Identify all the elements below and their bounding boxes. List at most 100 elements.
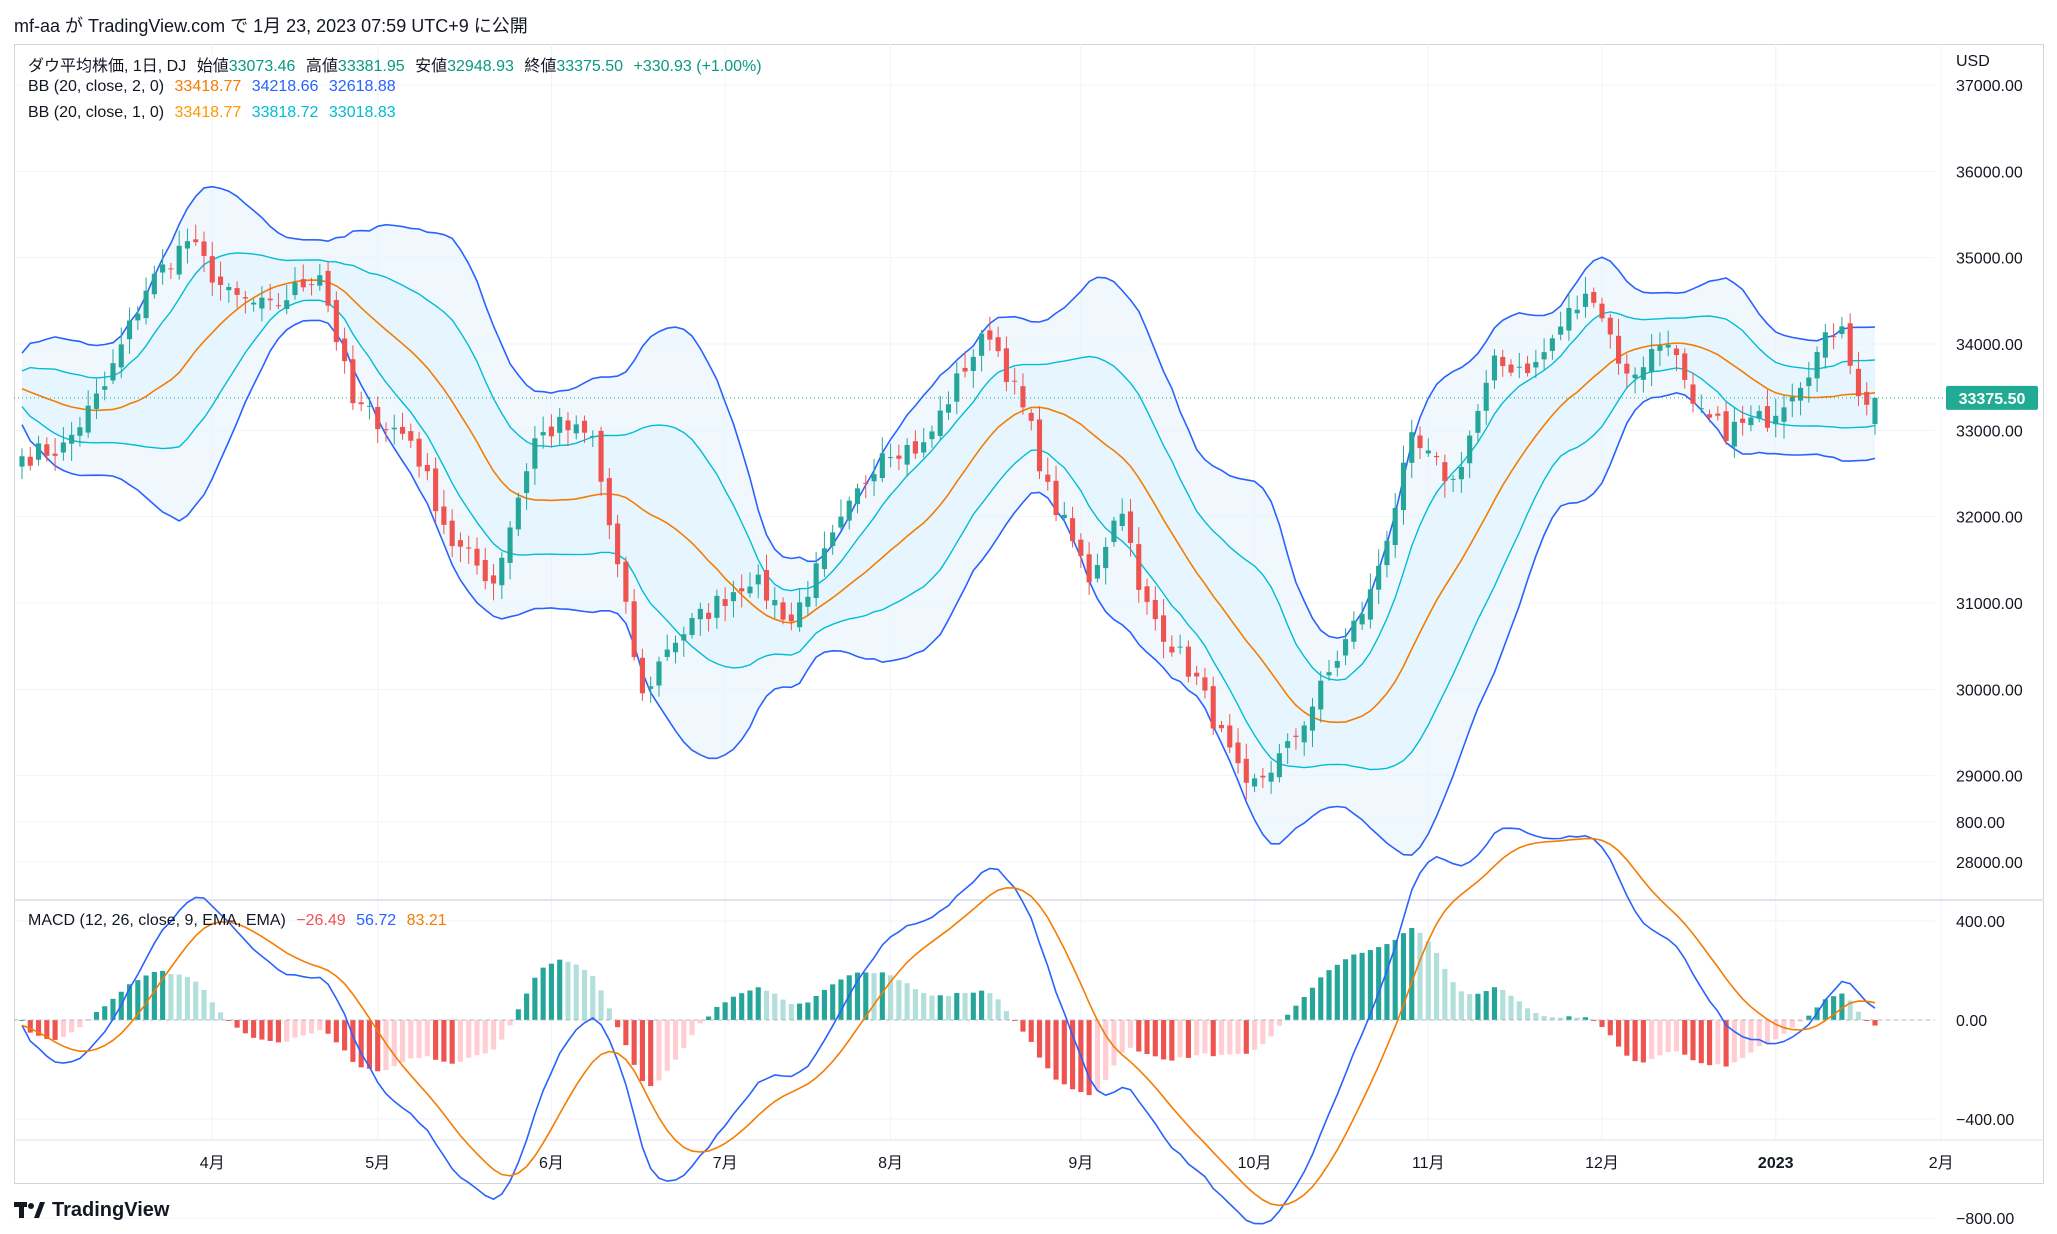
candle-body bbox=[863, 482, 869, 484]
candle-body bbox=[813, 563, 819, 598]
macd-hist-bar bbox=[1500, 989, 1506, 1020]
macd-hist-bar bbox=[1351, 954, 1357, 1020]
macd-hist-bar bbox=[317, 1020, 323, 1031]
macd-hist-bar bbox=[292, 1020, 298, 1038]
price-tick-label: 28000.00 bbox=[1956, 855, 2023, 872]
candle-body bbox=[970, 356, 976, 371]
macd-hist-bar bbox=[1309, 987, 1316, 1020]
macd-hist-bar bbox=[830, 984, 836, 1020]
macd-hist-bar bbox=[540, 967, 546, 1020]
candle-body bbox=[1045, 474, 1051, 482]
macd-hist-bar bbox=[970, 992, 976, 1020]
candle-body bbox=[830, 532, 836, 546]
macd-hist-bar bbox=[184, 977, 191, 1020]
candle-body bbox=[896, 455, 902, 459]
macd-legend[interactable]: MACD (12, 26, close, 9, EMA, EMA) −26.49… bbox=[28, 912, 453, 930]
macd-hist-bar bbox=[1127, 1020, 1134, 1048]
candle-body bbox=[1715, 413, 1721, 416]
candle-body bbox=[672, 642, 679, 653]
candle-body bbox=[937, 410, 943, 436]
candle-body bbox=[987, 330, 993, 340]
signal-line bbox=[21, 837, 1876, 1207]
bb2-basis: 33418.77 bbox=[174, 78, 242, 95]
footer-logo[interactable]: TradingView bbox=[14, 1195, 169, 1225]
macd-hist-bar bbox=[408, 1020, 414, 1059]
macd-hist-bar bbox=[168, 974, 174, 1020]
candle-body bbox=[457, 540, 463, 547]
candle-body bbox=[1847, 323, 1853, 366]
macd-hist-bar bbox=[681, 1020, 687, 1049]
chart-frame[interactable] bbox=[14, 44, 2044, 1184]
macd-hist-bar bbox=[490, 1020, 497, 1050]
price-tick-label: 35000.00 bbox=[1956, 251, 2023, 268]
low-label: 安値 bbox=[415, 58, 448, 75]
candle-body bbox=[995, 337, 1001, 352]
macd-hist-bar bbox=[1003, 1011, 1009, 1020]
bb1-upper-line bbox=[21, 252, 1876, 681]
bb1-fill bbox=[22, 252, 1875, 770]
macd-hist-bar bbox=[1524, 1008, 1531, 1020]
candle-body bbox=[1136, 544, 1142, 590]
macd-hist-bar bbox=[888, 975, 894, 1020]
candle-body bbox=[1549, 338, 1555, 351]
candle-body bbox=[1839, 326, 1845, 335]
bb1-legend[interactable]: BB (20, close, 1, 0) 33418.77 33818.72 3… bbox=[28, 104, 402, 122]
macd-hist-bar bbox=[358, 1020, 364, 1068]
macd-hist-bar bbox=[532, 977, 538, 1020]
macd-hist-bar bbox=[697, 1020, 703, 1024]
macd-hist-bar bbox=[135, 980, 141, 1020]
candle-body bbox=[755, 574, 761, 585]
candle-body bbox=[1541, 352, 1547, 360]
macd-hist-bar bbox=[93, 1012, 100, 1020]
candle-body bbox=[1706, 414, 1713, 418]
candle-body bbox=[27, 456, 33, 466]
macd-hist-bar bbox=[1425, 941, 1431, 1020]
macd-tick-label: 0.00 bbox=[1956, 1013, 1987, 1030]
candle-body bbox=[1491, 355, 1498, 381]
macd-hist-bar bbox=[1119, 1020, 1125, 1053]
symbol-name[interactable]: ダウ平均株価, 1日, DJ bbox=[28, 58, 187, 75]
candle-body bbox=[1855, 368, 1862, 397]
macd-hist-bar bbox=[1392, 939, 1398, 1020]
macd-line bbox=[21, 827, 1876, 1225]
candle-body bbox=[234, 288, 240, 295]
macd-hist-bar bbox=[1045, 1020, 1051, 1069]
macd-hist-bar bbox=[151, 971, 157, 1020]
bb2-legend[interactable]: BB (20, close, 2, 0) 33418.77 34218.66 3… bbox=[28, 78, 402, 96]
macd-hist-bar bbox=[1764, 1020, 1771, 1045]
macd-hist-bar bbox=[1111, 1020, 1117, 1066]
macd-hist-bar bbox=[1359, 952, 1365, 1020]
bb-basis-line bbox=[21, 279, 1876, 724]
macd-hist-bar bbox=[1773, 1020, 1779, 1040]
macd-hist-bar bbox=[1640, 1020, 1646, 1063]
candle-body bbox=[565, 420, 571, 431]
candle-body bbox=[52, 453, 58, 456]
candle-body bbox=[308, 284, 315, 286]
macd-hist-bar bbox=[821, 989, 827, 1020]
candle-body bbox=[1260, 775, 1266, 778]
macd-hist-bar bbox=[1285, 1014, 1291, 1020]
candle-body bbox=[366, 405, 373, 407]
candle-body bbox=[954, 373, 960, 402]
macd-hist-bar bbox=[1847, 1000, 1853, 1020]
candle-body bbox=[788, 614, 794, 622]
price-tick-label: 32000.00 bbox=[1956, 510, 2023, 527]
candle-body bbox=[1417, 435, 1423, 449]
macd-hist-bar bbox=[797, 1003, 803, 1020]
macd-hist-bar bbox=[333, 1020, 339, 1043]
time-tick-label: 10月 bbox=[1238, 1155, 1272, 1172]
candle-body bbox=[143, 290, 149, 319]
price-tick-label: 31000.00 bbox=[1956, 596, 2023, 613]
candle-body bbox=[1698, 408, 1704, 410]
candle-body bbox=[176, 245, 182, 275]
macd-hist-bar bbox=[1036, 1020, 1043, 1058]
candle-body bbox=[1318, 680, 1324, 710]
macd-hist-bar bbox=[1872, 1020, 1878, 1026]
macd-hist-bar bbox=[879, 972, 885, 1020]
candle-body bbox=[1326, 672, 1332, 676]
macd-hist-bar bbox=[581, 969, 588, 1020]
macd-hist-bar bbox=[1177, 1020, 1183, 1058]
macd-hist-bar bbox=[1409, 928, 1415, 1020]
price-tick-label: 34000.00 bbox=[1956, 337, 2023, 354]
